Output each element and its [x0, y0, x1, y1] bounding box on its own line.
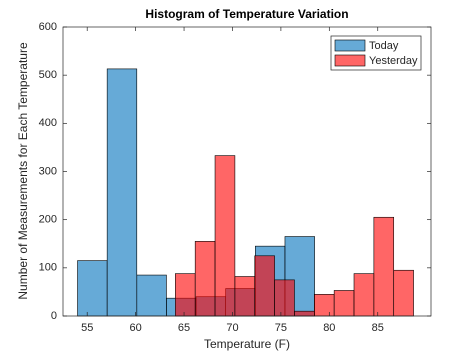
histogram-bar: [254, 255, 275, 317]
histogram-bar: [175, 273, 196, 317]
x-tick-label: 85: [372, 322, 384, 334]
y-tick-label: 100: [39, 262, 57, 274]
histogram-bar: [136, 274, 167, 317]
histogram-bar: [373, 216, 395, 317]
y-tick-label: 500: [39, 69, 57, 81]
legend-label: Yesterday: [369, 55, 418, 67]
y-tick-label: 300: [39, 165, 57, 177]
x-tick-label: 60: [130, 322, 142, 334]
histogram-bar: [294, 310, 315, 317]
y-tick-label: 400: [39, 117, 57, 129]
x-tick-label: 75: [275, 322, 287, 334]
histogram-bar: [393, 269, 414, 317]
y-tick-label: 200: [39, 214, 57, 226]
y-tick-label: 0: [51, 310, 57, 322]
histogram-bar: [333, 290, 355, 317]
chart-title: Histogram of Temperature Variation: [145, 7, 348, 21]
legend-swatch: [334, 54, 366, 67]
histogram-bar: [194, 241, 216, 317]
legend-swatch: [334, 39, 366, 52]
x-tick-label: 65: [178, 322, 190, 334]
x-tick-label: 55: [81, 322, 93, 334]
x-tick-label: 80: [323, 322, 335, 334]
legend-label: Today: [369, 40, 399, 52]
x-tick-label: 70: [226, 322, 238, 334]
legend: Today Yesterday: [330, 35, 422, 71]
histogram-bar: [234, 276, 256, 317]
y-tick-label: 600: [39, 21, 57, 33]
histogram-bar: [314, 294, 335, 317]
histogram-bar: [353, 273, 375, 317]
x-axis-label: Temperature (F): [204, 337, 290, 351]
histogram-bar: [77, 260, 108, 317]
histogram-bar: [106, 68, 138, 317]
histogram-bar: [214, 155, 236, 317]
y-axis-label: Number of Measurements for Each Temperat…: [16, 42, 30, 300]
histogram-bar: [274, 279, 295, 317]
